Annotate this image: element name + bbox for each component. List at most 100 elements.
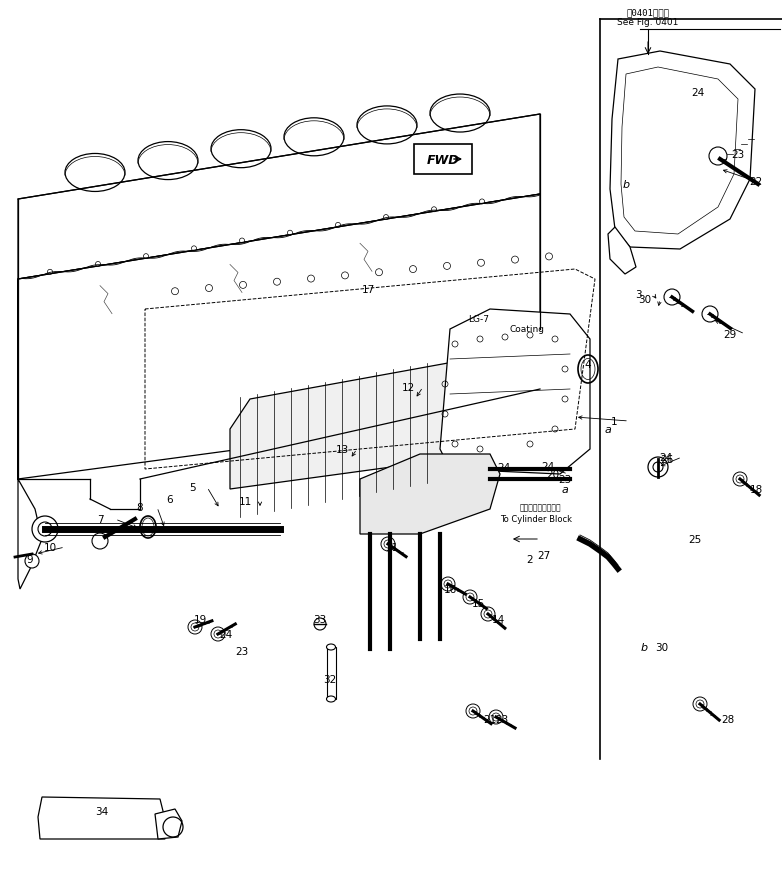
Circle shape (443, 263, 450, 270)
Polygon shape (18, 195, 540, 479)
Circle shape (32, 517, 58, 543)
Circle shape (171, 289, 178, 295)
Text: 10: 10 (44, 543, 56, 552)
Circle shape (664, 290, 680, 306)
Text: 3: 3 (635, 290, 641, 299)
Text: 18: 18 (749, 485, 762, 494)
Text: 4: 4 (585, 359, 591, 369)
Text: LG-7: LG-7 (468, 316, 489, 325)
Circle shape (25, 554, 39, 569)
Text: b: b (640, 642, 647, 653)
Text: FWD: FWD (427, 154, 459, 166)
Circle shape (211, 628, 225, 641)
Text: 24: 24 (691, 88, 705, 97)
Ellipse shape (327, 645, 335, 650)
Circle shape (733, 472, 747, 486)
Circle shape (383, 215, 389, 220)
Text: 24: 24 (497, 462, 511, 472)
Text: 33: 33 (314, 614, 327, 624)
Circle shape (335, 224, 340, 228)
Text: 24: 24 (541, 461, 554, 471)
Text: 23: 23 (731, 150, 744, 160)
Text: 21: 21 (483, 714, 497, 724)
Circle shape (546, 254, 553, 261)
Circle shape (144, 255, 149, 259)
Text: 7: 7 (97, 514, 103, 525)
Text: 8: 8 (137, 502, 143, 512)
Text: a: a (604, 425, 612, 434)
Circle shape (274, 279, 281, 286)
Circle shape (307, 275, 314, 283)
Circle shape (463, 590, 477, 604)
Circle shape (314, 619, 326, 630)
Text: 9: 9 (27, 554, 34, 564)
Circle shape (479, 199, 485, 205)
Text: 14: 14 (491, 614, 504, 624)
Circle shape (381, 537, 395, 552)
Circle shape (432, 207, 436, 213)
Polygon shape (440, 309, 590, 475)
Circle shape (48, 270, 52, 275)
Text: Coating: Coating (510, 325, 545, 334)
Ellipse shape (327, 696, 335, 702)
Text: 24: 24 (659, 452, 673, 462)
Text: 11: 11 (239, 496, 252, 506)
Circle shape (92, 534, 108, 550)
Text: 26: 26 (660, 454, 673, 465)
Text: 12: 12 (401, 383, 414, 392)
Circle shape (239, 283, 246, 289)
Text: 15: 15 (472, 598, 485, 608)
Circle shape (192, 247, 196, 251)
Text: 34: 34 (95, 806, 109, 816)
Text: 23: 23 (558, 475, 572, 485)
Polygon shape (230, 359, 470, 489)
Text: 23: 23 (495, 714, 508, 724)
Text: 25: 25 (688, 535, 701, 544)
Text: b: b (622, 180, 630, 190)
Circle shape (481, 607, 495, 621)
Text: 28: 28 (721, 714, 734, 724)
Polygon shape (360, 454, 500, 535)
FancyBboxPatch shape (414, 145, 472, 175)
Text: 13: 13 (335, 444, 349, 454)
Polygon shape (18, 114, 540, 280)
Text: 5: 5 (188, 483, 196, 493)
Circle shape (693, 697, 707, 712)
Text: 第0401図参照: 第0401図参照 (626, 8, 669, 17)
Text: 16: 16 (443, 585, 457, 595)
Polygon shape (18, 280, 42, 589)
Polygon shape (38, 797, 165, 839)
Text: 20: 20 (547, 469, 560, 479)
Circle shape (410, 266, 417, 274)
Text: a: a (561, 485, 569, 494)
Text: 32: 32 (324, 674, 336, 684)
Polygon shape (610, 52, 755, 249)
Text: 17: 17 (361, 284, 375, 295)
Bar (327, 647, 336, 699)
Circle shape (288, 231, 292, 236)
Circle shape (239, 239, 245, 244)
Text: To Cylinder Block: To Cylinder Block (500, 515, 572, 524)
Circle shape (188, 620, 202, 634)
Circle shape (375, 269, 382, 276)
Text: See Fig. 0401: See Fig. 0401 (617, 18, 679, 27)
Circle shape (206, 285, 213, 292)
Text: 30: 30 (638, 295, 651, 305)
Text: 23: 23 (235, 646, 249, 656)
Circle shape (342, 273, 349, 280)
Circle shape (466, 704, 480, 718)
Text: 22: 22 (749, 177, 762, 187)
Text: 2: 2 (527, 554, 533, 564)
Text: シリンダブロックへ: シリンダブロックへ (519, 503, 561, 512)
Text: 1: 1 (611, 417, 617, 426)
Circle shape (95, 262, 101, 267)
Text: 30: 30 (655, 642, 669, 653)
Text: 31: 31 (386, 543, 399, 552)
Text: 24: 24 (220, 629, 232, 639)
Circle shape (511, 257, 518, 264)
Circle shape (648, 458, 668, 477)
Circle shape (478, 260, 485, 267)
Circle shape (709, 148, 727, 165)
Text: 19: 19 (193, 614, 206, 624)
Circle shape (441, 578, 455, 591)
